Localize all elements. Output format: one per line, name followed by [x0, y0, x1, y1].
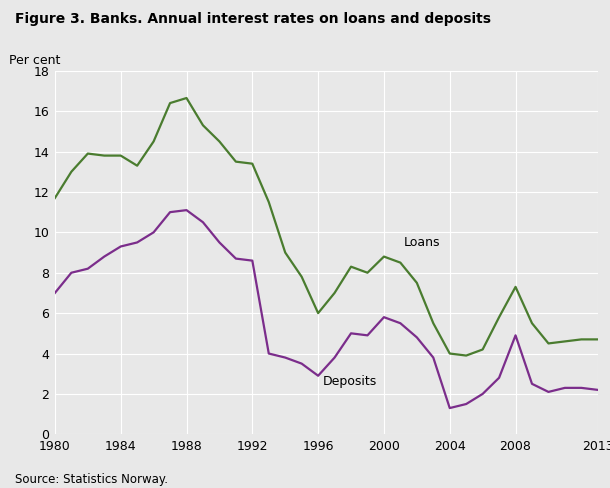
- Text: Source: Statistics Norway.: Source: Statistics Norway.: [15, 472, 168, 486]
- Text: Per cent: Per cent: [9, 54, 60, 67]
- Text: Figure 3. Banks. Annual interest rates on loans and deposits: Figure 3. Banks. Annual interest rates o…: [15, 12, 491, 26]
- Text: Deposits: Deposits: [323, 375, 378, 388]
- Text: Loans: Loans: [404, 236, 440, 248]
